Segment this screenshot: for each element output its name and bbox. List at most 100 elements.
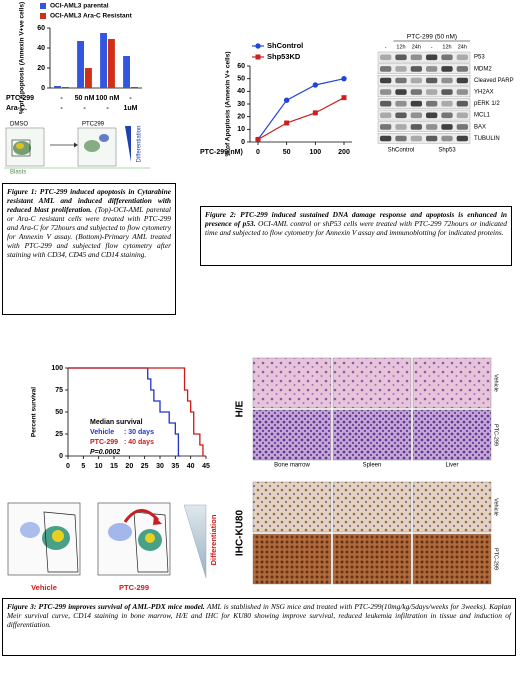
marker bbox=[255, 136, 261, 142]
bar bbox=[77, 41, 84, 88]
blot-band bbox=[380, 124, 392, 130]
annotation: : 40 days bbox=[124, 439, 154, 446]
marker bbox=[284, 120, 290, 126]
bar bbox=[100, 33, 107, 88]
figure-2-caption: Figure 2: PTC-299 induced sustained DNA … bbox=[200, 206, 512, 266]
blot-band bbox=[395, 100, 407, 107]
treatment-value: - bbox=[83, 105, 86, 112]
legend-label: Shp53KD bbox=[267, 52, 301, 61]
blot-band bbox=[441, 135, 453, 142]
blot-band bbox=[410, 135, 422, 142]
blot-header: PTC-299 (50 nM) bbox=[407, 34, 457, 41]
differentiation-wedge bbox=[183, 504, 207, 579]
blot-band bbox=[441, 54, 453, 61]
blot-band bbox=[456, 89, 468, 95]
blot-band bbox=[456, 112, 468, 119]
protein-label: pERK 1/2 bbox=[474, 101, 500, 107]
marker bbox=[341, 75, 347, 82]
blot-band bbox=[380, 66, 392, 72]
treatment-value: 1uM bbox=[124, 105, 138, 112]
x-tick-label: 15 bbox=[110, 463, 118, 470]
series-line bbox=[257, 78, 345, 140]
x-tick-label: 45 bbox=[202, 463, 210, 470]
lane-label: 24h bbox=[458, 44, 467, 50]
protein-label: MDM2 bbox=[474, 66, 492, 72]
arrow-head bbox=[153, 516, 162, 525]
y-tick-label: 50 bbox=[237, 76, 245, 83]
x-tick-label: 25 bbox=[141, 463, 149, 470]
bar bbox=[131, 87, 138, 88]
blot-band bbox=[456, 66, 468, 72]
x-tick-label: 10 bbox=[95, 463, 103, 470]
caption-title: Figure 2: PTC-299 induced sustained DNA … bbox=[205, 210, 507, 229]
y-tick-label: 25 bbox=[55, 431, 63, 438]
y-tick-label: 30 bbox=[237, 101, 245, 108]
legend-swatch bbox=[40, 13, 46, 19]
group-label: ShControl bbox=[388, 147, 415, 153]
gate bbox=[11, 139, 31, 157]
stain-label: H/E bbox=[235, 400, 246, 417]
lane-label: - bbox=[385, 44, 387, 50]
condition-label: PTC-299 bbox=[493, 548, 499, 570]
y-tick-label: 60 bbox=[237, 63, 245, 70]
lane-label: 12h bbox=[442, 44, 451, 50]
blot-band bbox=[441, 77, 453, 84]
legend-label: OCI-AML3 Ara-C Resistant bbox=[50, 13, 133, 20]
histology-image bbox=[332, 533, 412, 585]
x-tick-label: 100 bbox=[309, 149, 321, 156]
survival-curve bbox=[68, 367, 205, 457]
y-tick-label: 40 bbox=[37, 45, 45, 52]
y-axis-label: % of Apoptosis (Annexin V+ve cells) bbox=[19, 2, 26, 114]
blot-band bbox=[426, 124, 438, 130]
caption-text: (Top)-OCI-AML parental or Ara-C resistan… bbox=[7, 205, 171, 260]
blot-band bbox=[395, 112, 407, 119]
annotation: Median survival bbox=[90, 419, 143, 426]
flow-label: Differentiation bbox=[137, 126, 143, 163]
x-tick-label: 50 bbox=[283, 149, 291, 156]
tissue-label: Liver bbox=[445, 463, 458, 469]
marker bbox=[283, 97, 290, 103]
histology-image bbox=[412, 481, 492, 533]
flow-cloud bbox=[16, 143, 24, 149]
lane-label: 12h bbox=[396, 44, 405, 50]
blot-band bbox=[426, 66, 438, 72]
x-axis-label: PTC-299(nM) bbox=[200, 149, 243, 156]
gate bbox=[43, 511, 79, 573]
blot-band bbox=[441, 100, 453, 107]
blot-strip bbox=[377, 132, 471, 144]
group-label: Shp53 bbox=[438, 147, 456, 153]
x-tick-label: 200 bbox=[338, 149, 350, 156]
blot-band bbox=[426, 112, 438, 119]
y-tick-label: 50 bbox=[55, 409, 63, 416]
x-tick-label: 0 bbox=[256, 149, 260, 156]
series-line bbox=[257, 97, 345, 140]
blot-band bbox=[426, 54, 438, 61]
protein-label: P53 bbox=[474, 55, 485, 61]
histology-image bbox=[412, 357, 492, 409]
legend-label: ShControl bbox=[267, 41, 303, 50]
treatment-name: PTC-299 bbox=[6, 95, 34, 102]
histology-image bbox=[412, 533, 492, 585]
protein-label: Cleaved PARP bbox=[474, 78, 514, 84]
legend-marker bbox=[255, 43, 261, 49]
histology-image bbox=[252, 533, 332, 585]
blot-band bbox=[456, 100, 468, 107]
caption-text: AML is stablished in NSG mice and treate… bbox=[7, 602, 511, 630]
blot-band bbox=[410, 54, 422, 61]
histology-image bbox=[252, 357, 332, 409]
blot-band bbox=[380, 54, 392, 61]
flow-cloud bbox=[20, 522, 40, 538]
blot-band bbox=[426, 135, 438, 142]
blot-band bbox=[395, 77, 407, 84]
y-tick-label: 0 bbox=[241, 139, 245, 146]
blot-band bbox=[380, 89, 392, 95]
flow-cloud bbox=[99, 134, 109, 142]
bar bbox=[123, 56, 130, 88]
annotation: P=0.0002 bbox=[90, 449, 120, 456]
y-tick-label: 0 bbox=[41, 85, 45, 92]
condition-label: Vehicle bbox=[493, 374, 499, 392]
blot-band bbox=[456, 124, 468, 130]
y-tick-label: 100 bbox=[51, 365, 63, 372]
flow-cloud bbox=[145, 533, 155, 543]
